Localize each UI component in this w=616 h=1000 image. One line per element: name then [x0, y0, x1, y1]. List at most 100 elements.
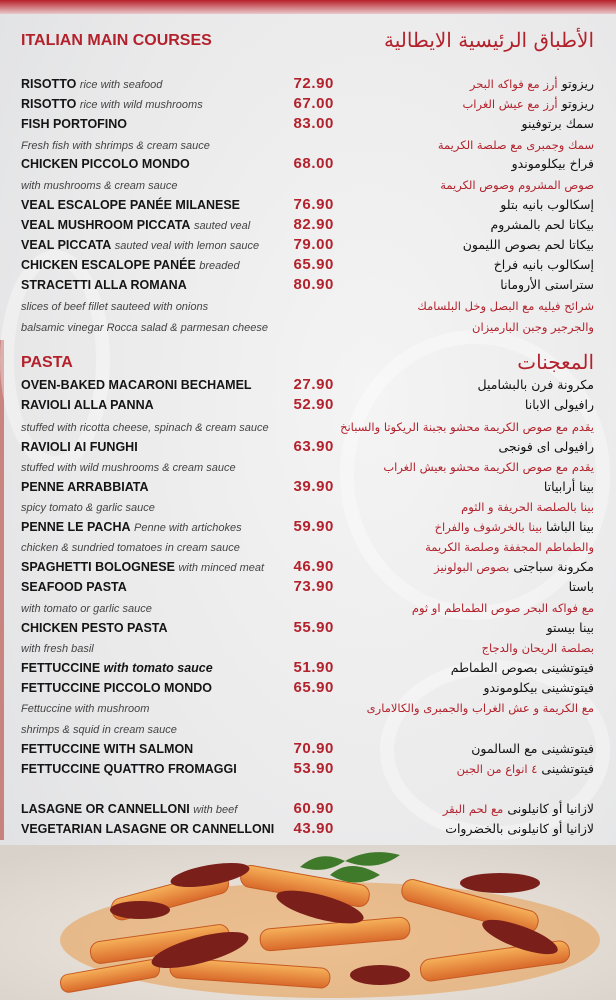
item-description-ar: يقدم مع صوص الكريمة محشو بجبنة الريكوتا …: [340, 420, 594, 434]
menu-item: VEGETARIAN LASAGNE OR CANNELLONI 43.90 لاز…: [0, 819, 616, 839]
menu-item: Fettuccine with mushroom مع الكريمة و عش …: [0, 698, 616, 718]
menu-item: SPAGHETTI BOLOGNESE with minced meat 46.9…: [0, 557, 616, 577]
item-description-ar: والجرجير وجبن البارميزان: [472, 320, 594, 334]
section-title-pasta-ar: المعجنات: [517, 350, 594, 374]
item-price: 55.90: [293, 619, 334, 636]
item-arabic: والطماطم المجففة وصلصة الكريمة: [425, 537, 594, 557]
item-name-ar: مكرونة سباجتى: [513, 559, 594, 574]
menu-item: stuffed with ricotta cheese, spinach & c…: [0, 417, 616, 437]
item-english: RISOTTO rice with seafood: [21, 74, 162, 95]
menu-item: shrimps & squid in cream sauce: [0, 719, 616, 739]
item-description-ar: مع فواكه البحر صوص الطماطم او ثوم: [411, 601, 594, 615]
item-name: FETTUCCINE: [21, 661, 101, 675]
item-price: 63.90: [293, 438, 334, 455]
menu-item: RISOTTO rice with wild mushrooms 67.00 ريز…: [0, 94, 616, 114]
item-arabic: باستا: [569, 577, 594, 597]
item-english: SPAGHETTI BOLOGNESE with minced meat: [21, 557, 264, 578]
item-description: sauted veal with lemon sauce: [114, 240, 260, 252]
item-english: chicken & sundried tomatoes in cream sau…: [21, 537, 240, 558]
item-name: PENNE ARRABBIATA: [21, 480, 149, 494]
menu-item: LASAGNE OR CANNELLONI with beef 60.90 لازا…: [0, 799, 616, 819]
item-name-ar: بيكاتا لحم بالمشروم: [490, 217, 594, 232]
item-description-ar: أرز مع فواكه البحر: [469, 77, 558, 91]
menu-item: OVEN-BAKED MACARONI BECHAMEL 27.90 مكرونة …: [0, 375, 616, 395]
item-price: 79.00: [293, 236, 334, 253]
item-english: PENNE LE PACHA Penne with artichokes: [21, 517, 242, 538]
item-description-ar: سمك وجمبرى مع صلصة الكريمة: [437, 138, 594, 152]
item-english: OVEN-BAKED MACARONI BECHAMEL: [21, 375, 252, 395]
item-price: 70.90: [293, 740, 334, 757]
menu-item: VEAL PICCATA sauted veal with lemon sauc…: [0, 235, 616, 255]
item-description-ar: بصلصة الريحان والدجاج: [481, 641, 594, 655]
item-name: STRACETTI ALLA ROMANA: [21, 278, 187, 292]
item-english: with tomato or garlic sauce: [21, 598, 152, 619]
item-english: balsamic vinegar Rocca salad & parmesan …: [21, 317, 268, 338]
item-arabic: رافيولى اى فونجى: [498, 437, 594, 457]
item-arabic: والجرجير وجبن البارميزان: [472, 317, 594, 337]
item-description: with fresh basil: [21, 643, 94, 655]
item-price: 46.90: [293, 558, 334, 575]
item-arabic: ريزوتو أرز مع عيش الغراب: [462, 94, 594, 114]
item-arabic: ريزوتو أرز مع فواكه البحر: [470, 74, 594, 94]
item-name-ar: ستراستى الأرومانا: [500, 277, 594, 292]
item-english: LASAGNE OR CANNELLONI with beef: [21, 799, 237, 820]
item-arabic: بينا أرابياتا: [544, 477, 594, 497]
item-price: 73.90: [293, 578, 334, 595]
top-border: [0, 0, 616, 14]
item-arabic: لازانيا أو كانيلونى بالخضروات: [445, 819, 594, 839]
item-english: FETTUCCINE WITH SALMON: [21, 739, 193, 759]
menu-item: PENNE LE PACHA Penne with artichokes 59.9…: [0, 517, 616, 537]
menu-item: stuffed with wild mushrooms & cream sauc…: [0, 457, 616, 477]
menu-item: SEAFOOD PASTA 73.90 باستا: [0, 577, 616, 597]
menu-item: CHICKEN PICCOLO MONDO 68.00 فراخ بيكلوموند…: [0, 154, 616, 174]
item-name-ar: ريزوتو: [561, 96, 594, 111]
item-english: shrimps & squid in cream sauce: [21, 719, 177, 740]
menu-item: CHICKEN ESCALOPE PANÉE breaded 65.90 إسكال…: [0, 255, 616, 275]
item-name-ar: فيتوتشينى بيكلوموندو: [483, 680, 594, 695]
item-arabic: مكرونة سباجتى بصوص البولونيز: [434, 557, 594, 577]
item-arabic: شرائح فيليه مع البصل وخل البلسامك: [417, 296, 594, 316]
item-price: 51.90: [293, 659, 334, 676]
item-english: RAVIOLI AI FUNGHI: [21, 437, 138, 457]
item-arabic: بيكاتا لحم بصوص الليمون: [463, 235, 594, 255]
item-arabic: مع الكريمة و عش الغراب والجمبرى والكالام…: [367, 698, 594, 718]
item-english: stuffed with ricotta cheese, spinach & c…: [21, 417, 269, 438]
item-description: stuffed with ricotta cheese, spinach & c…: [21, 422, 269, 434]
item-arabic: يقدم مع صوص الكريمة محشو بعيش الغراب: [383, 457, 594, 477]
item-name: SPAGHETTI BOLOGNESE: [21, 560, 175, 574]
item-description-ar: ٤ انواع من الجبن: [456, 762, 538, 776]
item-price: 43.90: [293, 820, 334, 837]
item-arabic: فيتوتشينى ٤ انواع من الجبن: [457, 759, 594, 779]
item-name-ar: إسكالوب بانيه فراخ: [493, 257, 594, 272]
item-name: FISH PORTOFINO: [21, 117, 128, 131]
menu-item: STRACETTI ALLA ROMANA 80.90 ستراستى الأروم…: [0, 275, 616, 295]
item-name: FETTUCCINE WITH SALMON: [21, 742, 194, 756]
item-name-ar: فيتوتشينى مع السالمون: [471, 741, 594, 756]
item-description-ar: مع لحم البقر: [442, 802, 504, 816]
menu-item: FETTUCCINE PICCOLO MONDO 65.90 فيتوتشينى ب…: [0, 678, 616, 698]
item-description-ar: صوص المشروم وصوص الكريمة: [440, 178, 594, 192]
item-name-ar: بينا بيستو: [546, 620, 594, 635]
item-english: spicy tomato & garlic sauce: [21, 497, 155, 518]
item-description: rice with seafood: [79, 79, 163, 91]
item-english: FISH PORTOFINO: [21, 114, 127, 134]
item-name: VEAL PICCATA: [21, 238, 112, 252]
item-name: FETTUCCINE QUATTRO FROMAGGI: [21, 762, 237, 776]
item-name-ar: فراخ بيكلوموندو: [511, 156, 594, 171]
item-arabic: سمك برتوفينو: [522, 114, 595, 134]
menu-item: FETTUCCINE WITH SALMON 70.90 فيتوتشينى مع …: [0, 739, 616, 759]
menu-item: Fresh fish with shrimps & cream sauce سمك…: [0, 135, 616, 155]
item-name-ar: بينا الباشا: [546, 519, 594, 534]
item-english: VEAL MUSHROOM PICCATA sauted veal: [21, 215, 250, 236]
item-name-ar: مكرونة فرن بالبشاميل: [477, 377, 594, 392]
item-arabic: بينا الباشا بينا بالخرشوف والفراخ: [435, 517, 594, 537]
item-name-ar: بيكاتا لحم بصوص الليمون: [462, 237, 594, 252]
item-name-ar: باستا: [568, 579, 594, 594]
item-arabic: بصلصة الريحان والدجاج: [482, 638, 594, 658]
item-name: OVEN-BAKED MACARONI BECHAMEL: [21, 378, 252, 392]
menu-item: VEAL ESCALOPE PANÉE MILANESE 76.90 إسكالوب…: [0, 195, 616, 215]
section-title-main-courses: ITALIAN MAIN COURSES: [21, 32, 212, 49]
item-arabic: صوص المشروم وصوص الكريمة: [440, 175, 594, 195]
item-name: VEAL ESCALOPE PANÉE MILANESE: [21, 198, 241, 212]
menu-item: RISOTTO rice with seafood 72.90 ريزوتو أرز…: [0, 74, 616, 94]
